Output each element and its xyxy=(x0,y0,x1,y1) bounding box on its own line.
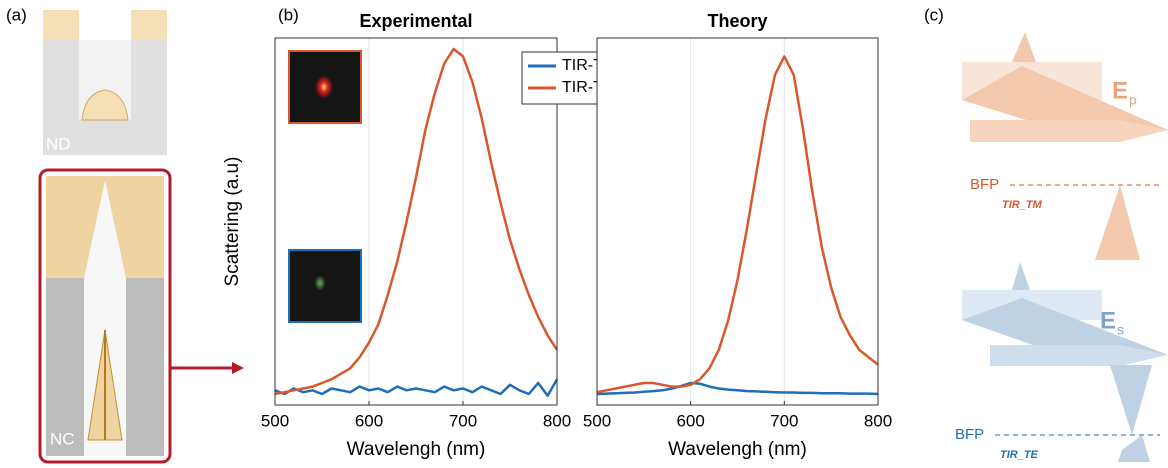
nc-diagram: NC xyxy=(38,168,244,464)
diagram-label: ND xyxy=(46,134,71,153)
plot-frame xyxy=(274,37,558,406)
panel-label: (c) xyxy=(924,5,944,24)
x-tick-label: 700 xyxy=(449,411,477,430)
x-tick-label: 700 xyxy=(770,411,798,430)
x-tick-label: 500 xyxy=(583,411,611,430)
plane-label: BFP xyxy=(955,426,984,443)
panel-label: (a) xyxy=(6,5,27,24)
data-line xyxy=(274,47,559,396)
y-axis-label: Scattering (a.u) xyxy=(222,157,243,287)
field-subscript: s xyxy=(1117,322,1124,338)
field-label: E xyxy=(1112,77,1128,104)
tm-diagram xyxy=(962,32,1168,260)
chart-title: Experimental xyxy=(359,11,472,31)
mode-label: TIR_TM xyxy=(1002,199,1043,211)
chart-title: Theory xyxy=(707,11,767,31)
x-tick-label: 600 xyxy=(355,411,383,430)
x-tick-label: 800 xyxy=(864,411,892,430)
te-diagram xyxy=(962,262,1168,462)
inset-images xyxy=(288,50,362,323)
data-line xyxy=(274,378,559,398)
x-axis-label: Wavelengh (nm) xyxy=(668,439,807,460)
plot-area xyxy=(597,38,878,405)
data-line xyxy=(596,55,879,394)
nd-diagram: ND xyxy=(43,10,167,155)
plane-label: BFP xyxy=(970,176,999,193)
x-tick-label: 600 xyxy=(676,411,704,430)
x-tick-label: 500 xyxy=(261,411,289,430)
x-tick-label: 800 xyxy=(543,411,571,430)
field-subscript: p xyxy=(1129,92,1137,108)
field-label: E xyxy=(1100,307,1116,334)
plot-frame xyxy=(596,37,879,406)
data-line xyxy=(596,381,879,396)
diagram-label: NC xyxy=(50,429,75,448)
x-axis-label: Wavelengh (nm) xyxy=(347,439,486,460)
mode-label: TIR_TE xyxy=(1000,449,1039,461)
panel-label: (b) xyxy=(278,5,299,24)
